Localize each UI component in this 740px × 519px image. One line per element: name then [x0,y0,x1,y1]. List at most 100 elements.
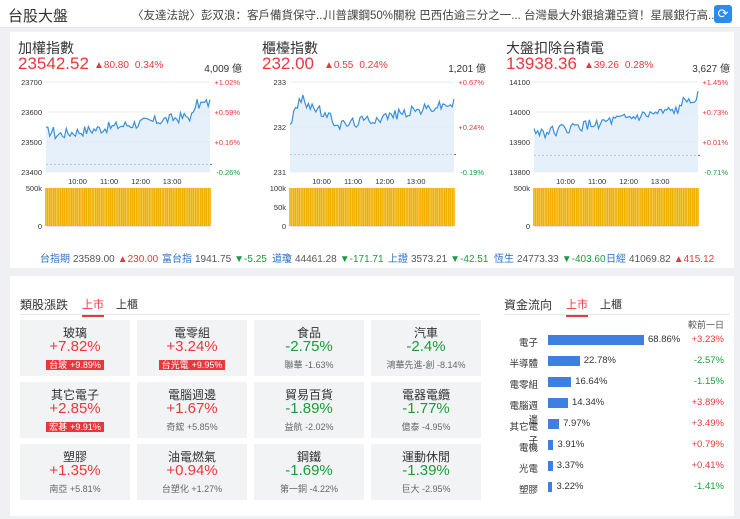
y-tick-label: 13800 [509,168,530,177]
futures-item[interactable]: 台指期 23589.00 ▲230.00 [40,250,158,265]
news-ticker-item[interactable]: 〈友達法說〉彭双浪：客戶備貨保守... [132,10,326,22]
index-pct: 0.28% [624,60,654,71]
sector-card[interactable]: 油電燃氣 +0.94% 台塑化 +1.27% [137,444,247,500]
futures-item[interactable]: 日經 41069.82 ▲415.12 [606,250,714,265]
flow-pct: 3.22% [556,481,584,492]
sector-pct: -2.4% [406,338,446,355]
flow-row[interactable]: 塑膠 3.22% -1.41% [504,477,734,497]
futures-name: 恆生 [494,254,514,265]
sector-card[interactable]: 玻璃 +7.82% 台玻 +9.89% [20,320,130,376]
intraday-chart: 14100 +1.45% 14000 +0.73% 13900 +0.01% 13800 -0… [509,78,728,231]
index-value: 23542.52 [18,54,89,73]
refresh-button[interactable]: ⟳ [714,5,732,23]
flow-row[interactable]: 半導體 22.78% -2.57% [504,351,734,371]
leader-stock: 宏碁 [46,422,71,432]
flow-pct: 22.78% [583,355,616,366]
tab-flow-otc[interactable]: 上櫃 [600,299,622,311]
sector-card[interactable]: 鋼鐵 -1.69% 第一銅 -4.22% [254,444,364,500]
sector-leader: 巨大 -2.95% [371,482,481,495]
sector-leader: 第一銅 -4.22% [254,482,364,495]
flow-row[interactable]: 電腦週邊 14.34% +3.89% [504,393,734,426]
news-ticker-item[interactable]: 川普課鋼50%關稅 巴西估逾三分之一... [324,10,521,22]
flow-pct: 14.34% [571,397,605,408]
leader-stock: 第一銅 [279,484,307,494]
sector-card[interactable]: 食品 -2.75% 聯華 -1.63% [254,320,364,376]
sector-card[interactable]: 塑膠 +1.35% 南亞 +5.81% [20,444,130,500]
sector-name: 其它電子 [50,388,99,402]
y-pct-tick-label: -0.19% [460,168,484,177]
sector-name: 電腦週邊 [167,388,216,402]
futures-value: 41069.82 [629,254,671,265]
tab-flow-listed[interactable]: 上市 [566,296,588,317]
flow-pct: 3.91% [557,439,585,450]
flow-row[interactable]: 電機 3.91% +0.79% [504,435,734,455]
futures-value: 24773.33 [517,254,559,265]
sector-name: 電器電纜 [401,388,450,402]
intraday-chart: 233 +0.67% 232 +0.24% 231 -0.19% 10:00 11:00 12:… [270,78,485,231]
y-pct-tick-label: +0.67% [458,78,484,87]
sector-card[interactable]: 運動休閒 -1.39% 巨大 -2.95% [371,444,481,500]
tab-sector-otc[interactable]: 上櫃 [116,299,138,311]
futures-name: 道瓊 [272,254,292,265]
flow-bar [548,440,554,450]
sector-pct: -1.77% [402,400,450,417]
sector-card[interactable]: 其它電子 +2.85% 宏碁 +9.91% [20,382,130,438]
index-value: 232.00 [262,54,314,73]
lower-panel: 類股漲跌 上市 上櫃 玻璃 +7.82% 台玻 +9.89% 電零組 +3.24% 台光電 +… [10,276,734,516]
x-tick-label: 11:00 [588,177,606,186]
page-title: 台股大盤 [8,8,69,25]
index-card-taiex[interactable]: 加權指數 23542.52 ▲80.80 0.34% 4,009 億 23700 +… [10,32,246,242]
sector-card[interactable]: 電器電纜 -1.77% 億泰 -4.95% [371,382,481,438]
sector-pct: +1.35% [49,462,101,479]
volume-tick-label: 0 [526,222,530,231]
futures-item[interactable]: 恆生 24773.33 ▼-403.60 [494,250,606,265]
index-card-ex-tsmc[interactable]: 大盤扣除台積電 13938.36 ▲39.26 0.28% 3,627 億 141… [498,32,734,242]
index-value: 13938.36 [506,54,577,73]
leader-stock: 奇鋐 [166,422,185,432]
index-pct: 0.24% [359,60,388,71]
leader-stock-pct: +5.85% [186,422,218,432]
divider [504,314,730,315]
volume-bars [45,188,211,226]
x-tick-label: 10:00 [556,177,575,186]
volume-tick-label: 0 [38,222,42,231]
leader-stock-pct: +9.89% [67,360,104,370]
flow-row[interactable]: 光電 3.37% +0.41% [504,456,734,476]
leader-stock-pct: -2.02% [305,422,334,432]
leader-stock-pct: -8.14% [436,360,466,370]
index-card-otc[interactable]: 櫃檯指數 232.00 ▲0.55 0.24% 1,201 億 233 +0.67%… [254,32,490,242]
futures-value: 23589.00 [73,254,115,265]
flow-delta: -1.15% [693,376,724,387]
flow-bar [548,377,572,387]
leader-stock-pct: -2.95% [422,484,451,494]
sector-card[interactable]: 電腦週邊 +1.67% 奇鋐 +5.85% [137,382,247,438]
sector-card[interactable]: 電零組 +3.24% 台光電 +9.95% [137,320,247,376]
flow-label: 光電 [518,464,538,475]
y-pct-tick-label: +0.01% [702,138,728,147]
flow-bar [548,461,553,471]
sector-card[interactable]: 貿易百貨 -1.89% 益航 -2.02% [254,382,364,438]
leader-stock-pct: +5.81% [69,484,101,494]
flow-row[interactable]: 電零組 16.64% -1.15% [504,372,734,392]
tab-sector-listed[interactable]: 上市 [82,296,104,317]
futures-name: 日經 [606,254,626,265]
sector-name: 貿易百貨 [284,388,333,402]
x-tick-label: 13:00 [651,177,670,186]
flow-row[interactable]: 電子 68.86% +3.23% [504,330,734,350]
sector-pct: +1.67% [166,400,218,417]
flow-row[interactable]: 其它電子 7.97% +3.49% [504,414,734,447]
futures-change: ▲230.00 [117,254,159,265]
leader-stock: 聯華 [284,360,303,370]
futures-item[interactable]: 富台指 1941.75 ▼-5.25 [162,250,267,265]
sector-leader: 鴻華先進-創 -8.14% [371,358,481,371]
futures-name: 台指期 [40,254,70,265]
flow-pct: 7.97% [563,418,591,429]
futures-item[interactable]: 道瓊 44461.28 ▼-171.71 [272,250,384,265]
flow-bar [548,335,644,345]
y-pct-tick-label: +0.16% [214,138,240,147]
sector-card[interactable]: 汽車 -2.4% 鴻華先進-創 -8.14% [371,320,481,376]
news-ticker-item[interactable]: 台灣最大外銀搶灘亞資！星展銀行高... [524,10,718,22]
leader-stock: 巨大 [401,484,420,494]
futures-item[interactable]: 上證 3573.21 ▼-42.51 [388,250,488,265]
flow-bar [548,398,568,408]
